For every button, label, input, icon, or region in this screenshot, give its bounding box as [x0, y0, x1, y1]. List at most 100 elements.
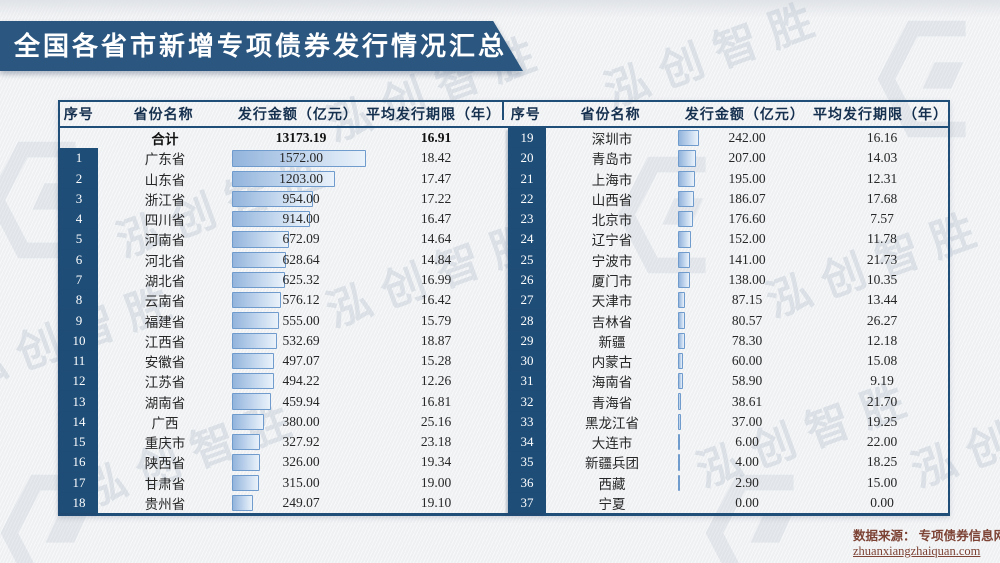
- table-row: 9 福建省 555.00 15.79: [60, 310, 502, 331]
- index-cell: 4: [60, 209, 98, 230]
- term-cell: 21.70: [866, 393, 898, 409]
- table-row: 7 湖北省 625.32 16.99: [60, 269, 502, 291]
- term-cell: 22.00: [866, 434, 898, 450]
- index-cell: 35: [508, 452, 546, 473]
- term-cell: 17.47: [420, 170, 452, 186]
- term-cell: 17.68: [866, 190, 898, 206]
- amount-cell: 152.00: [678, 229, 816, 249]
- amount-bar: [232, 211, 310, 228]
- table-row: 14 广西 380.00 25.16: [60, 411, 502, 432]
- amount-value: 1203.00: [279, 170, 323, 186]
- table-row: 34 大连市 6.00 22.00: [508, 431, 948, 453]
- province-cell: 山东省: [144, 172, 186, 188]
- header-index-left: 序号: [63, 108, 94, 123]
- index-cell: 3: [60, 188, 98, 210]
- province-cell: 河北省: [144, 253, 186, 269]
- amount-value: 58.90: [731, 373, 763, 389]
- amount-bar: [232, 352, 275, 370]
- term-cell: 18.25: [866, 454, 898, 470]
- amount-bar: [678, 190, 694, 208]
- province-cell: 福建省: [144, 314, 186, 330]
- term-cell: 0.00: [870, 494, 894, 510]
- amount-value: 625.32: [282, 271, 320, 287]
- amount-cell: 176.60: [678, 209, 816, 229]
- index-cell: 1: [60, 148, 98, 169]
- province-cell: 吉林省: [591, 314, 633, 330]
- amount-value: 60.00: [731, 353, 763, 369]
- table-row: 16 陕西省 326.00 19.34: [60, 452, 502, 473]
- amount-bar: [678, 352, 684, 370]
- province-cell: 天津市: [591, 294, 633, 310]
- table-row: 28 吉林省 80.57 26.27: [508, 310, 948, 331]
- amount-cell: 1203.00: [232, 169, 370, 189]
- table-row: 15 重庆市 327.92 23.18: [60, 431, 502, 453]
- amount-cell: 13173.19: [232, 128, 370, 148]
- header-amount-right: 发行金额（亿元）: [684, 108, 805, 123]
- province-cell: 厦门市: [591, 273, 633, 289]
- title-banner: 全国各省市新增专项债券发行情况汇总: [0, 21, 523, 71]
- index-cell: 24: [508, 229, 546, 250]
- amount-cell: 242.00: [678, 128, 816, 148]
- data-source-link[interactable]: zhuanxiangzhaiquan.com: [853, 544, 981, 558]
- amount-cell: 380.00: [232, 412, 370, 432]
- header-term-left: 平均发行期限（年）: [366, 108, 502, 123]
- index-cell: 27: [508, 290, 546, 311]
- province-cell: 大连市: [591, 436, 633, 452]
- province-cell: 云南省: [144, 294, 186, 310]
- index-cell: 25: [508, 249, 546, 270]
- term-cell: 13.44: [866, 292, 898, 308]
- table-row: 20 青岛市 207.00 14.03: [508, 148, 948, 169]
- term-cell: 9.19: [870, 373, 894, 389]
- term-cell: 19.00: [420, 474, 452, 490]
- term-cell: 16.47: [420, 211, 452, 227]
- table-row: 10 江西省 532.69 18.87: [60, 330, 502, 351]
- term-cell: 25.16: [420, 413, 452, 429]
- table-row: 2 山东省 1203.00 17.47: [60, 168, 502, 189]
- amount-value: 4.00: [735, 454, 759, 470]
- province-cell: 湖南省: [144, 395, 186, 411]
- amount-bar: [678, 454, 680, 471]
- province-cell: 辽宁省: [591, 233, 633, 249]
- header-index-right: 序号: [510, 108, 541, 123]
- term-cell: 19.25: [866, 413, 898, 429]
- index-cell: 15: [60, 431, 98, 453]
- amount-value: 195.00: [728, 170, 766, 186]
- term-cell: 17.22: [420, 190, 452, 206]
- bond-summary-table: 序号 省份名称 发行金额（亿元） 平均发行期限（年） 序号 省份名称 发行金额（…: [58, 100, 950, 516]
- term-cell: 15.08: [866, 353, 898, 369]
- amount-bar: [232, 474, 259, 491]
- province-cell: 宁夏: [598, 496, 626, 512]
- amount-cell: 58.90: [678, 371, 816, 391]
- amount-value: 576.12: [282, 292, 320, 308]
- index-cell: 13: [60, 391, 98, 412]
- amount-cell: 672.09: [232, 229, 370, 249]
- term-cell: 14.64: [420, 231, 452, 247]
- table-row: 29 新疆 78.30 12.18: [508, 330, 948, 351]
- index-cell: 14: [60, 411, 98, 432]
- table-row: 27 天津市 87.15 13.44: [508, 290, 948, 311]
- amount-value: 954.00: [282, 190, 320, 206]
- term-cell: 16.99: [420, 271, 452, 287]
- term-cell: 7.57: [870, 211, 894, 227]
- term-cell: 15.00: [866, 474, 898, 490]
- amount-cell: 327.92: [232, 432, 370, 452]
- province-cell: 新疆兵团: [585, 456, 639, 472]
- index-cell: 6: [60, 249, 98, 270]
- amount-value: 315.00: [282, 474, 320, 490]
- table-row: 5 河南省 672.09 14.64: [60, 229, 502, 250]
- province-cell: 甘肃省: [144, 476, 186, 492]
- amount-cell: 532.69: [232, 331, 370, 351]
- table-row: 33 黑龙江省 37.00 19.25: [508, 411, 948, 432]
- table-row: 11 安徽省 497.07 15.28: [60, 350, 502, 372]
- table-row: 31 海南省 58.90 9.19: [508, 371, 948, 392]
- amount-cell: 0.00: [678, 493, 816, 513]
- table-row: 17 甘肃省 315.00 19.00: [60, 472, 502, 493]
- province-cell: 广东省: [144, 152, 186, 168]
- amount-cell: 186.07: [678, 189, 816, 209]
- amount-value: 326.00: [282, 454, 320, 470]
- amount-value: 6.00: [735, 434, 759, 450]
- province-cell: 四川省: [144, 213, 186, 229]
- amount-value: 141.00: [728, 251, 766, 267]
- amount-bar: [232, 454, 260, 471]
